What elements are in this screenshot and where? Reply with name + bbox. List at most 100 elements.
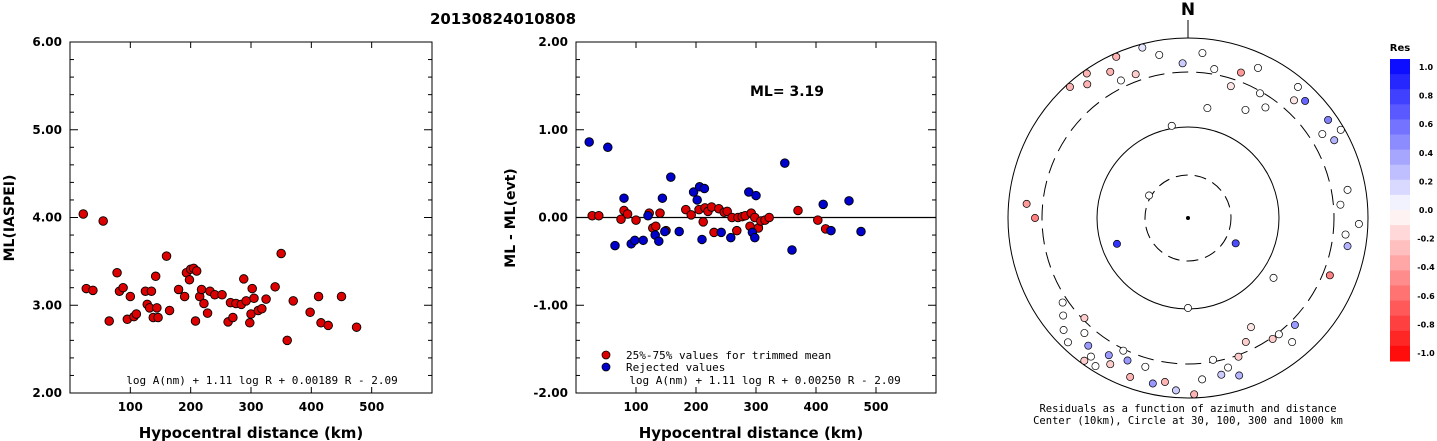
y-tick-label: 2.00	[538, 35, 568, 49]
colorbar-labels: 1.0 0.8 0.6 0.4 0.2 0.0 -0.2 -0.4 -0.6 -0.8 -1.0	[1417, 63, 1435, 358]
station-marker	[1198, 375, 1207, 384]
y-tick-label: -2.00	[533, 386, 568, 400]
y-tick-label: 2.00	[32, 386, 62, 400]
station-marker	[1141, 362, 1150, 371]
data-point	[191, 266, 202, 276]
data-point	[697, 234, 707, 245]
station-marker	[1330, 136, 1339, 145]
map-caption-line2: Center (10km), Circle at 30, 100, 300 an…	[1033, 415, 1343, 427]
colorbar-cell	[1390, 270, 1410, 286]
station-marker	[1343, 185, 1352, 194]
x-tick-label: 300	[238, 400, 263, 414]
station-marker	[1066, 82, 1074, 91]
data-point	[638, 235, 648, 246]
station-marker	[1113, 239, 1121, 248]
colorbar-cell	[1390, 345, 1410, 362]
colorbar-cell	[1390, 179, 1410, 196]
colorbar-cell	[1390, 315, 1410, 332]
data-point	[131, 309, 142, 319]
data-point	[239, 274, 249, 284]
legend-marker-rejected	[601, 362, 611, 372]
station-marker	[1106, 360, 1115, 369]
map-caption-line1: Residuals as a function of azimuth and d…	[1039, 403, 1336, 415]
y-axis-label: ML - ML(evt)	[503, 168, 519, 267]
data-points	[78, 209, 362, 346]
station-markers	[1022, 43, 1363, 399]
colorbar-cell	[1390, 300, 1410, 317]
station-marker	[1116, 76, 1125, 85]
station-marker	[1217, 370, 1226, 379]
data-point	[179, 291, 190, 302]
data-point	[619, 193, 629, 203]
data-point	[726, 232, 736, 243]
station-marker	[1293, 83, 1302, 91]
data-points	[584, 137, 866, 255]
station-marker	[1106, 67, 1115, 76]
ring-30km	[1144, 174, 1232, 262]
station-marker	[1235, 371, 1244, 380]
station-marker	[1080, 356, 1089, 365]
colorbar-cell	[1390, 119, 1410, 135]
colorbar-cells	[1390, 59, 1410, 362]
ring-300km	[1041, 71, 1335, 365]
y-tick-label: 4.00	[32, 211, 62, 225]
data-point	[660, 226, 670, 237]
station-marker	[1290, 320, 1299, 329]
colorbar-cell	[1390, 210, 1410, 226]
station-marker	[1247, 323, 1255, 332]
residual-vs-distance-chart: 100 200 300 400 500 -2.00 -1.00 0.00 1.00 2.00 Hy…	[503, 35, 937, 441]
x-tick-label: 300	[743, 400, 768, 414]
y-tick-label: 6.00	[32, 35, 62, 49]
epicenter-marker	[1186, 216, 1190, 220]
station-marker	[1058, 298, 1067, 307]
station-marker	[1254, 63, 1262, 72]
colorbar-label: -0.2	[1417, 235, 1435, 244]
station-marker	[1082, 69, 1091, 78]
data-point	[351, 322, 362, 332]
data-point	[276, 248, 286, 259]
station-marker	[1336, 125, 1345, 134]
ml-annotation: ML= 3.19	[750, 84, 824, 100]
x-axis-label: Hypocentral distance (km)	[139, 424, 364, 441]
colorbar-label: 0.0	[1419, 206, 1434, 215]
data-point	[228, 312, 238, 323]
data-point	[202, 308, 213, 318]
data-point	[150, 271, 161, 282]
station-marker	[1138, 43, 1147, 52]
colorbar-cell	[1390, 74, 1410, 90]
data-point	[146, 286, 157, 296]
data-point	[610, 240, 620, 251]
station-marker	[1336, 200, 1345, 209]
data-point	[793, 205, 803, 216]
data-point	[257, 304, 267, 314]
data-point	[787, 245, 797, 255]
axis-ticks: 100 200 300 400 500 2.00 3.00 4.00 5.00 6.00	[32, 35, 432, 414]
data-point	[631, 215, 641, 225]
colorbar-cell	[1390, 240, 1410, 256]
data-point	[104, 316, 114, 326]
data-point	[336, 291, 347, 302]
colorbar-cell	[1390, 194, 1410, 211]
station-marker	[1261, 103, 1270, 112]
data-point	[856, 226, 866, 237]
colorbar-label: -0.4	[1417, 263, 1435, 272]
station-marker	[1256, 89, 1264, 98]
station-marker	[1301, 96, 1310, 105]
x-tick-label: 400	[803, 400, 828, 414]
data-point	[750, 232, 760, 243]
station-marker	[1167, 121, 1176, 130]
data-point	[196, 284, 207, 295]
colorbar-label: 1.0	[1419, 63, 1434, 72]
y-tick-label: 0.00	[538, 211, 568, 225]
station-marker	[1145, 191, 1153, 200]
data-point	[323, 320, 333, 331]
data-point	[844, 196, 854, 206]
station-marker	[1325, 271, 1334, 280]
colorbar-cell	[1390, 164, 1410, 181]
colorbar-label: -1.0	[1417, 349, 1435, 358]
station-marker	[1123, 356, 1132, 365]
station-marker	[1022, 199, 1031, 208]
data-point	[594, 210, 604, 221]
data-point	[716, 227, 726, 238]
